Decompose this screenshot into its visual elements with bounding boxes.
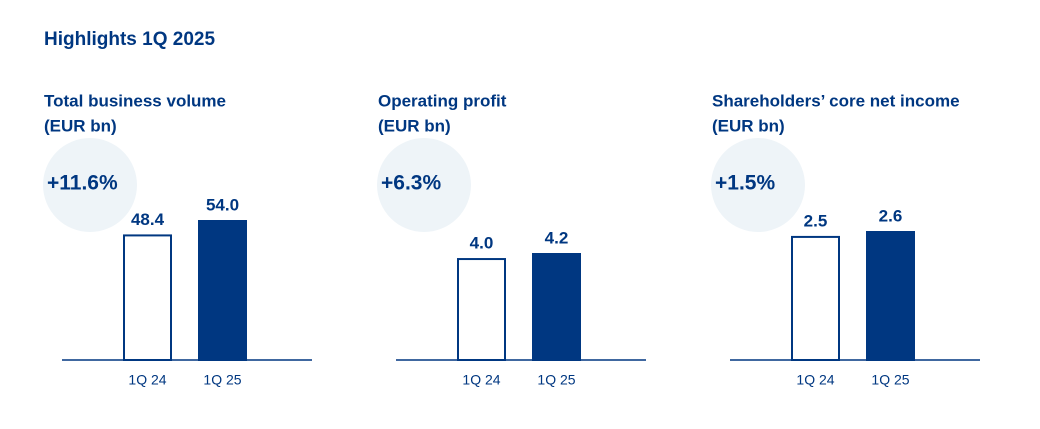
badge	[711, 138, 805, 232]
category-label: 1Q 24	[462, 372, 500, 388]
panel-title: Total business volume	[44, 91, 226, 110]
bar	[866, 231, 915, 361]
value-label: 48.4	[131, 210, 165, 229]
value-label: 2.6	[879, 206, 903, 225]
bar	[198, 220, 247, 361]
value-label: 54.0	[206, 195, 239, 214]
panel-title: Shareholders’ core net income	[712, 91, 960, 110]
category-label: 1Q 25	[537, 372, 575, 388]
bar	[532, 253, 581, 361]
badge	[43, 138, 137, 232]
category-label: 1Q 24	[128, 372, 166, 388]
change-label: +1.5%	[715, 172, 775, 195]
bar	[791, 235, 840, 361]
page-title: Highlights 1Q 2025	[44, 29, 215, 50]
panel-title: Operating profit	[378, 91, 507, 110]
bar	[457, 258, 506, 361]
panel-subtitle: (EUR bn)	[712, 116, 785, 135]
panel-subtitle: (EUR bn)	[378, 116, 451, 135]
bar	[123, 234, 172, 361]
category-label: 1Q 24	[796, 372, 834, 388]
panel-subtitle: (EUR bn)	[44, 116, 117, 135]
value-label: 2.5	[804, 211, 828, 230]
category-label: 1Q 25	[871, 372, 909, 388]
value-label: 4.2	[545, 228, 569, 247]
value-label: 4.0	[470, 234, 494, 253]
change-label: +11.6%	[47, 172, 118, 195]
badge	[377, 138, 471, 232]
category-label: 1Q 25	[203, 372, 241, 388]
change-label: +6.3%	[381, 172, 441, 195]
